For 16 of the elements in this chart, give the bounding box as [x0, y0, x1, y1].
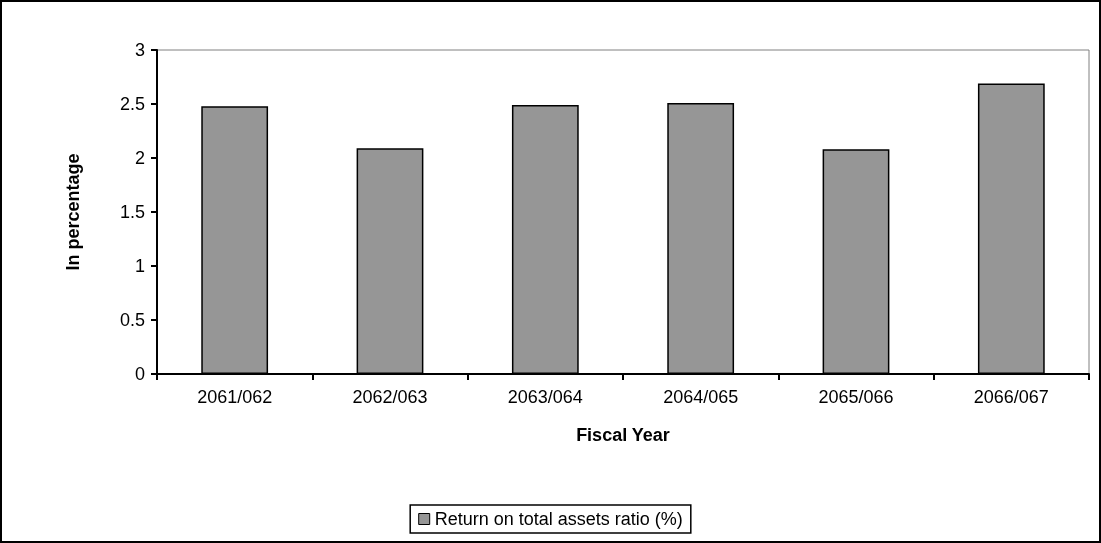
- y-tick-label: 1: [134, 256, 145, 276]
- y-tick-label: 2.5: [119, 94, 145, 114]
- x-axis-title: Fiscal Year: [576, 425, 670, 445]
- y-tick-label: 0.5: [119, 310, 145, 330]
- x-tick-label: 2062/063: [352, 387, 428, 407]
- y-tick-label: 0: [134, 364, 145, 384]
- x-tick-label: 2064/065: [663, 387, 739, 407]
- legend-label: Return on total assets ratio (%): [434, 509, 683, 529]
- y-tick-label: 3: [134, 40, 145, 60]
- y-tick-label: 2: [134, 148, 145, 168]
- x-tick-label: 2065/066: [818, 387, 894, 407]
- x-tick-label: 2066/067: [973, 387, 1049, 407]
- x-tick-label: 2061/062: [197, 387, 273, 407]
- x-tick-label: 2063/064: [507, 387, 583, 407]
- y-axis-title: In percentage: [63, 153, 83, 271]
- y-tick-label: 1.5: [119, 202, 145, 222]
